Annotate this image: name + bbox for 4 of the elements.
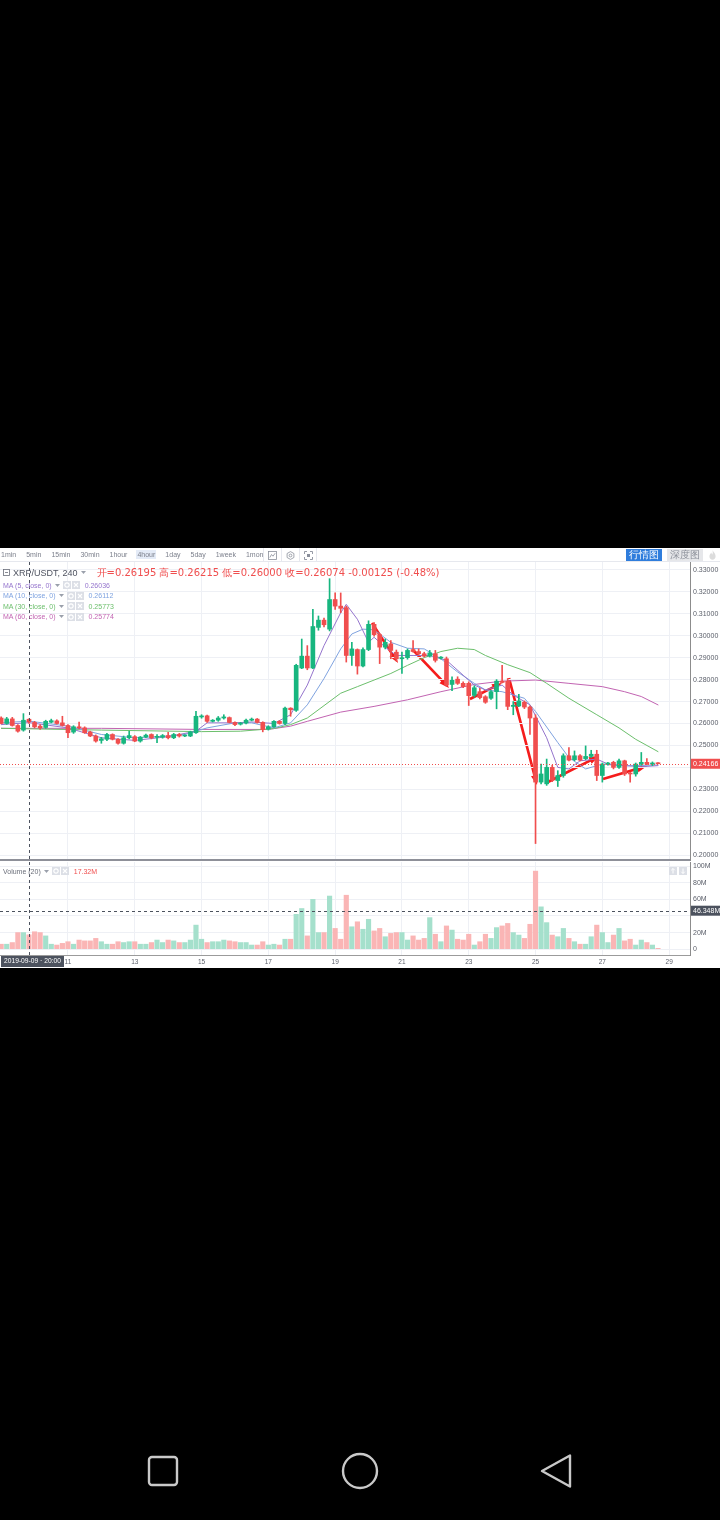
text: 开=0.26195 高=0.26215 低=0.26000 收=0.26074 -0.00125 (-0.48%) xyxy=(96,565,440,580)
text: XRP/USDT, 240 xyxy=(13,567,78,578)
text: 深度图 xyxy=(670,548,700,560)
text: 行情图 xyxy=(629,548,659,560)
